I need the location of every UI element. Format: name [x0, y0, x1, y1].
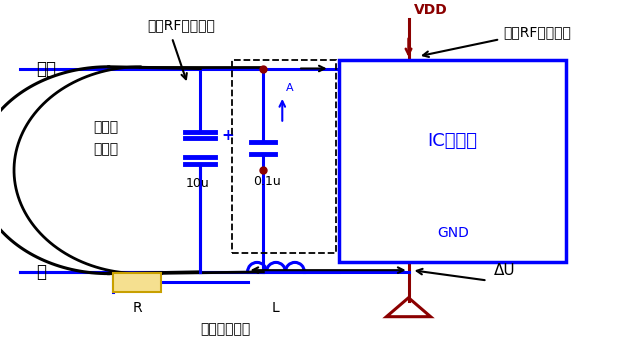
Text: +: + — [222, 127, 235, 142]
Text: ΔU: ΔU — [494, 263, 515, 278]
Text: 大的RF电流环路: 大的RF电流环路 — [147, 19, 215, 32]
Text: 10u: 10u — [185, 177, 209, 190]
Bar — [339, 60, 566, 262]
Bar — [113, 273, 161, 292]
Text: 电源: 电源 — [36, 59, 56, 78]
Text: 地线阻抗组成: 地线阻抗组成 — [200, 322, 250, 336]
Text: 去耦旁: 去耦旁 — [93, 120, 118, 134]
Text: VDD: VDD — [413, 3, 448, 17]
Text: 小的RF电流环路: 小的RF电流环路 — [503, 25, 571, 39]
Text: R: R — [133, 301, 142, 315]
Text: GND: GND — [437, 226, 469, 240]
Text: 路电容: 路电容 — [93, 142, 118, 157]
Bar — [232, 60, 336, 253]
Text: 0.1u: 0.1u — [252, 176, 280, 188]
Text: 地: 地 — [36, 263, 46, 281]
Text: L: L — [272, 301, 280, 315]
Text: A: A — [285, 83, 293, 93]
Text: IC控制器: IC控制器 — [428, 132, 477, 150]
